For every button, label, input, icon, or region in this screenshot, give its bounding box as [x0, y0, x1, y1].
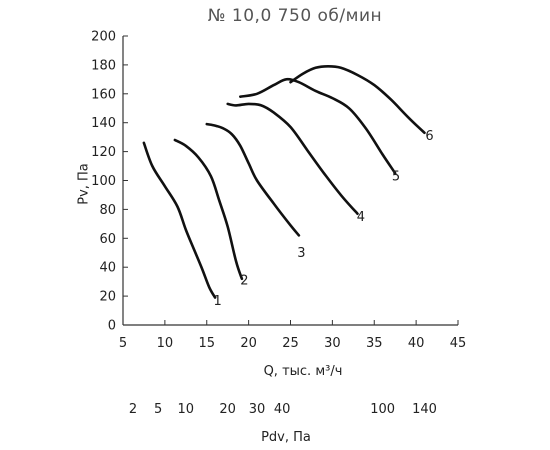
curve-label-1: 1: [213, 294, 221, 309]
pdv-tick-label: 10: [178, 402, 195, 417]
pdv-axis-label: Pdv, Па: [261, 430, 311, 445]
y-tick-label: 140: [91, 116, 116, 131]
x-tick-label: 10: [157, 336, 174, 351]
x-tick-label: 30: [324, 336, 341, 351]
x-axis-label: Q, тыс. м³/ч: [263, 364, 343, 379]
x-tick-label: 15: [198, 336, 215, 351]
curve-5: [239, 77, 397, 175]
curve-label-3: 3: [297, 246, 305, 261]
y-tick-label: 80: [99, 203, 116, 218]
x-tick-label: 40: [408, 336, 425, 351]
pdv-tick-label: 100: [370, 402, 395, 417]
pdv-tick-label: 20: [219, 402, 236, 417]
chart-title: № 10,0 750 об/мин: [207, 6, 383, 26]
x-tick-label: 20: [240, 336, 257, 351]
pdv-scale: 2 5 10 20 30 40 100 140: [129, 402, 437, 417]
axes: 5 10 15 20 25 30 35 40 4502040608010012014016018…: [91, 30, 466, 352]
pdv-tick-label: 40: [274, 402, 291, 417]
y-tick-label: 120: [91, 145, 116, 160]
curve-6: [289, 65, 426, 135]
x-tick-label: 5: [119, 336, 127, 351]
curve-label-6: 6: [425, 129, 433, 144]
y-tick-label: 160: [91, 87, 116, 102]
curve-3: [205, 122, 301, 237]
curve-1: [142, 141, 217, 299]
curve-label-2: 2: [240, 274, 248, 289]
curve-2: [173, 138, 244, 281]
pdv-tick-label: 140: [412, 402, 437, 417]
y-tick-label: 40: [99, 261, 116, 276]
curve-label-4: 4: [357, 210, 365, 225]
pdv-tick-label: 5: [154, 402, 162, 417]
curve-labels: 1 2 3 4 5 6: [213, 129, 433, 309]
x-tick-label: 25: [282, 336, 299, 351]
y-tick-label: 200: [91, 30, 116, 45]
x-tick-label: 45: [450, 336, 467, 351]
curve-label-5: 5: [392, 170, 400, 185]
pdv-tick-label: 2: [129, 402, 137, 417]
curves: [142, 65, 426, 299]
y-tick-label: 0: [108, 319, 116, 334]
curve-4: [226, 102, 359, 215]
x-tick-label: 35: [366, 336, 383, 351]
y-tick-label: 180: [91, 58, 116, 73]
pdv-tick-label: 30: [249, 402, 266, 417]
y-tick-label: 100: [91, 174, 116, 189]
y-tick-label: 60: [99, 232, 116, 247]
y-tick-label: 20: [99, 290, 116, 305]
